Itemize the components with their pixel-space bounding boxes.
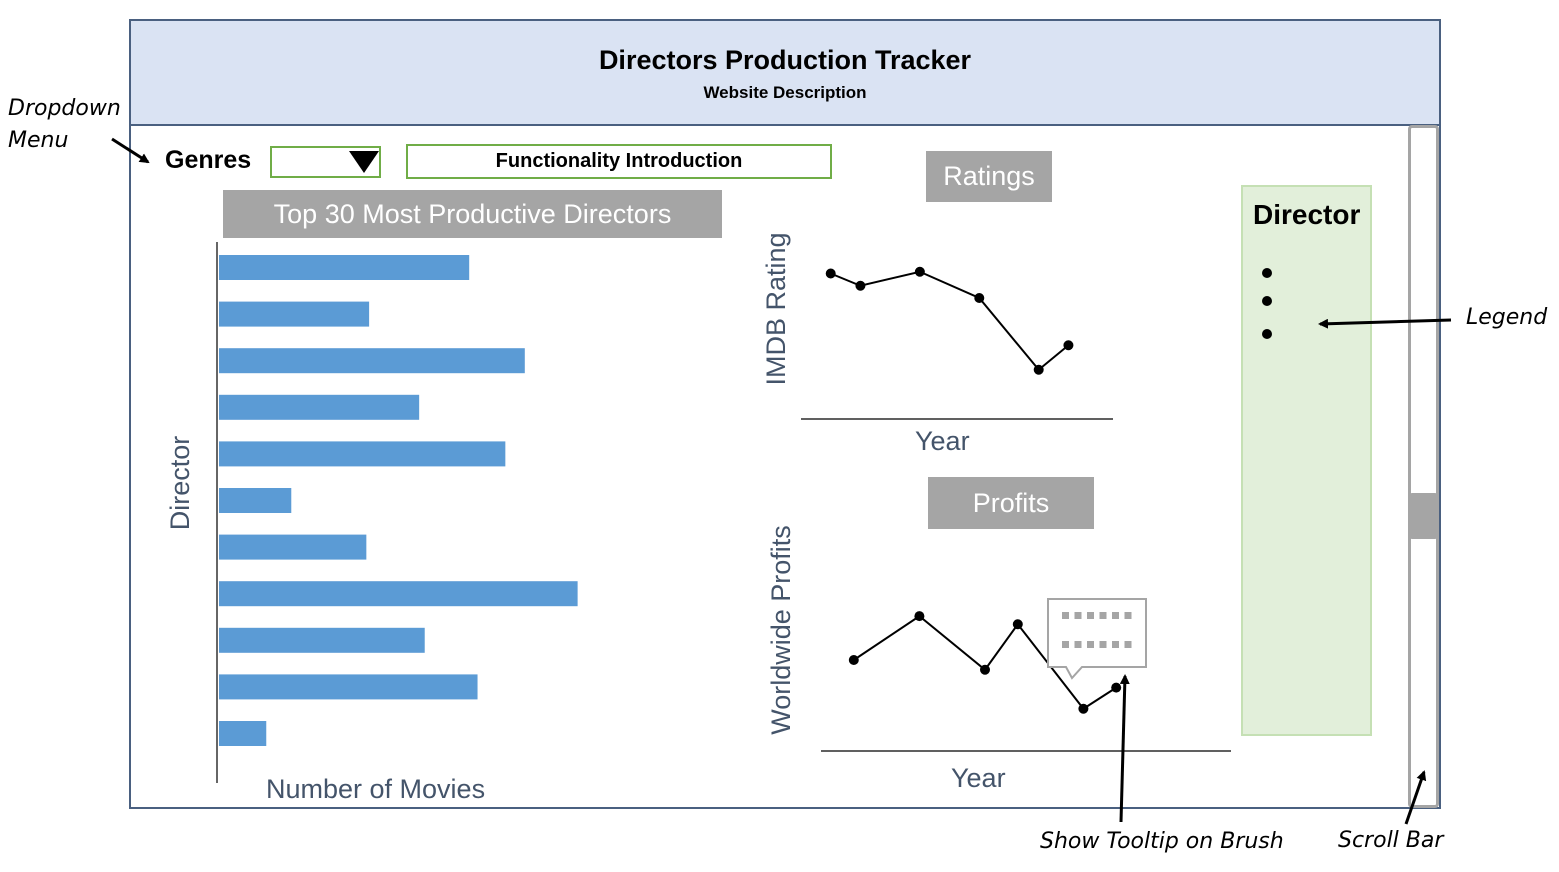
tooltip-placeholder-2-4 — [1099, 641, 1107, 648]
annotation-dropdown-line2: Menu — [8, 128, 69, 153]
profits-point-5[interactable] — [1078, 703, 1089, 714]
bar-3[interactable] — [219, 348, 525, 374]
legend-item-bullet[interactable] — [1262, 296, 1272, 306]
brush-tooltip — [1047, 598, 1147, 680]
genres-label: Genres — [165, 146, 252, 174]
ratings-series-line — [830, 270, 1070, 372]
tooltip-placeholder-1-4 — [1099, 612, 1107, 619]
scrollbar-thumb[interactable] — [1409, 493, 1438, 539]
scrollbar-track[interactable] — [1408, 125, 1439, 808]
tooltip-placeholder-2-5 — [1112, 641, 1119, 648]
ratings-chart-title: Ratings — [926, 151, 1052, 202]
bar-8[interactable] — [219, 581, 578, 607]
profits-series-line — [853, 614, 1117, 711]
annotation-scrollbar: Scroll Bar — [1338, 828, 1444, 853]
tooltip-placeholder-2-1 — [1062, 641, 1069, 648]
annotation-arrow-dropdown — [111, 137, 150, 164]
ratings-point-5[interactable] — [1033, 364, 1044, 375]
bar-2[interactable] — [219, 301, 370, 327]
tooltip-placeholder-1-2 — [1074, 612, 1082, 619]
profits-point-3[interactable] — [980, 664, 990, 675]
annotation-tooltip: Show Tooltip on Brush — [1040, 829, 1284, 854]
genres-dropdown[interactable] — [270, 146, 381, 178]
legend-title: Director — [1253, 199, 1361, 230]
ratings-point-4[interactable] — [974, 293, 985, 303]
bar-chart-title: Top 30 Most Productive Directors — [223, 190, 722, 238]
bar-1[interactable] — [219, 255, 470, 280]
tooltip-placeholder-2-2 — [1074, 641, 1082, 648]
ratings-point-6[interactable] — [1063, 340, 1074, 351]
tooltip-placeholder-1-5 — [1112, 612, 1119, 619]
annotation-arrow-scrollbar — [1404, 770, 1427, 825]
tooltip-placeholder-1-1 — [1062, 612, 1069, 619]
tooltip-placeholder-2-6 — [1124, 641, 1132, 648]
ratings-point-3[interactable] — [914, 266, 925, 277]
ratings-point-2[interactable] — [855, 280, 866, 291]
legend-panel: Director — [1241, 185, 1372, 736]
app-window — [129, 19, 1441, 809]
profits-point-6[interactable] — [1111, 682, 1122, 693]
bar-4[interactable] — [219, 394, 420, 420]
profits-chart-xlabel: Year — [951, 763, 1006, 793]
bar-10[interactable] — [219, 674, 478, 700]
bar-11[interactable] — [219, 721, 267, 746]
bar-9[interactable] — [219, 627, 425, 653]
profits-point-2[interactable] — [914, 611, 925, 622]
page-subtitle: Website Description — [703, 83, 867, 102]
tooltip-placeholder-1-3 — [1087, 612, 1094, 619]
profits-point-4[interactable] — [1012, 619, 1023, 630]
ratings-chart-xlabel: Year — [915, 426, 970, 456]
bar-chart-xlabel: Number of Movies — [266, 774, 486, 804]
profits-point-1[interactable] — [848, 655, 859, 665]
ratings-point-1[interactable] — [825, 268, 836, 279]
functionality-introduction-button[interactable]: Functionality Introduction — [406, 144, 832, 179]
bar-5[interactable] — [219, 441, 506, 467]
profits-chart-title: Profits — [928, 477, 1094, 529]
annotation-arrow-tooltip — [1119, 674, 1130, 823]
annotation-arrow-legend — [1318, 318, 1452, 329]
page-title: Directors Production Tracker — [598, 45, 972, 75]
legend-item-bullet[interactable] — [1262, 329, 1272, 339]
tooltip-placeholder-1-6 — [1124, 612, 1132, 619]
bar-6[interactable] — [219, 488, 292, 513]
annotation-legend: Legend — [1466, 305, 1548, 330]
bar-7[interactable] — [219, 534, 367, 560]
legend-item-bullet[interactable] — [1262, 268, 1272, 278]
chevron-down-icon — [349, 151, 379, 173]
page-header: Directors Production Tracker Website Des… — [131, 21, 1439, 126]
tooltip-placeholder-2-3 — [1087, 641, 1094, 648]
annotation-dropdown-line1: Dropdown — [8, 96, 121, 121]
